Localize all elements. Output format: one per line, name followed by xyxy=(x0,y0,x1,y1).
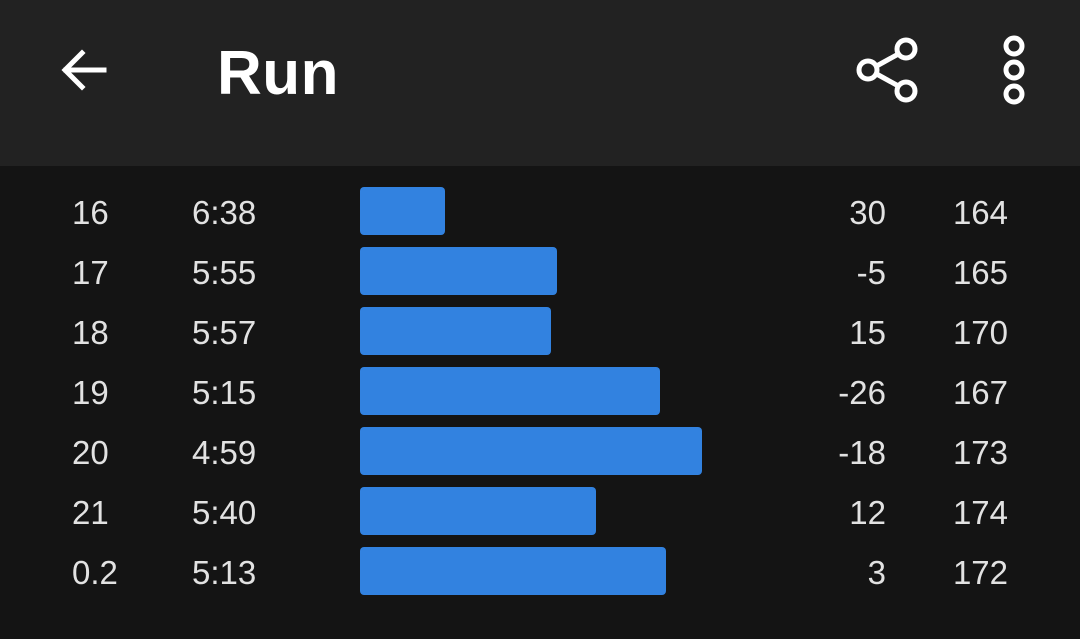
split-distance: 18 xyxy=(72,314,109,351)
split-elevation: 12 xyxy=(849,494,886,531)
split-heart-rate: 164 xyxy=(952,194,1008,231)
split-distance: 17 xyxy=(72,254,109,291)
split-pace: 5:15 xyxy=(192,374,257,411)
split-distance: 20 xyxy=(72,434,109,471)
split-elevation: 15 xyxy=(849,314,886,351)
split-elevation: -5 xyxy=(856,254,886,291)
split-pace: 4:59 xyxy=(192,434,257,471)
pace-bar xyxy=(360,367,660,415)
more-options-button[interactable] xyxy=(972,26,1056,118)
splits-list: 16 6:38 30 164 17 5:55 -5 165 18 5:57 15 170 19 5:15 -… xyxy=(0,166,1080,639)
share-icon xyxy=(848,32,924,113)
split-pace: 5:57 xyxy=(192,314,257,351)
pace-bar xyxy=(360,427,702,475)
split-distance: 19 xyxy=(72,374,109,411)
more-vertical-icon xyxy=(994,28,1034,117)
split-pace: 5:55 xyxy=(192,254,257,291)
share-button[interactable] xyxy=(840,26,932,118)
split-heart-rate: 165 xyxy=(952,254,1008,291)
arrow-left-icon xyxy=(56,42,112,103)
split-row: 19 5:15 -26 167 xyxy=(0,356,1080,416)
back-button[interactable] xyxy=(40,28,128,116)
split-distance: 0.2 xyxy=(72,554,118,591)
split-row: 16 6:38 30 164 xyxy=(0,176,1080,236)
page-title: Run xyxy=(217,39,340,108)
split-pace: 5:40 xyxy=(192,494,257,531)
pace-bar xyxy=(360,247,557,295)
pace-bar xyxy=(360,547,666,595)
split-distance: 21 xyxy=(72,494,109,531)
split-elevation: -18 xyxy=(838,434,886,471)
pace-bar xyxy=(360,307,551,355)
split-heart-rate: 172 xyxy=(952,554,1008,591)
pace-bar xyxy=(360,187,445,235)
split-elevation: 30 xyxy=(849,194,886,231)
split-row: 17 5:55 -5 165 xyxy=(0,236,1080,296)
app-bar: Run xyxy=(0,0,1080,166)
split-elevation: 3 xyxy=(867,554,886,591)
split-distance: 16 xyxy=(72,194,109,231)
split-row: 0.2 5:13 3 172 xyxy=(0,536,1080,596)
split-row: 21 5:40 12 174 xyxy=(0,476,1080,536)
split-pace: 5:13 xyxy=(192,554,257,591)
split-heart-rate: 170 xyxy=(952,314,1008,351)
split-row: 18 5:57 15 170 xyxy=(0,296,1080,356)
split-pace: 6:38 xyxy=(192,194,257,231)
split-elevation: -26 xyxy=(838,374,886,411)
split-row: 20 4:59 -18 173 xyxy=(0,416,1080,476)
pace-bar xyxy=(360,487,596,535)
split-heart-rate: 167 xyxy=(952,374,1008,411)
split-heart-rate: 174 xyxy=(952,494,1008,531)
split-heart-rate: 173 xyxy=(952,434,1008,471)
